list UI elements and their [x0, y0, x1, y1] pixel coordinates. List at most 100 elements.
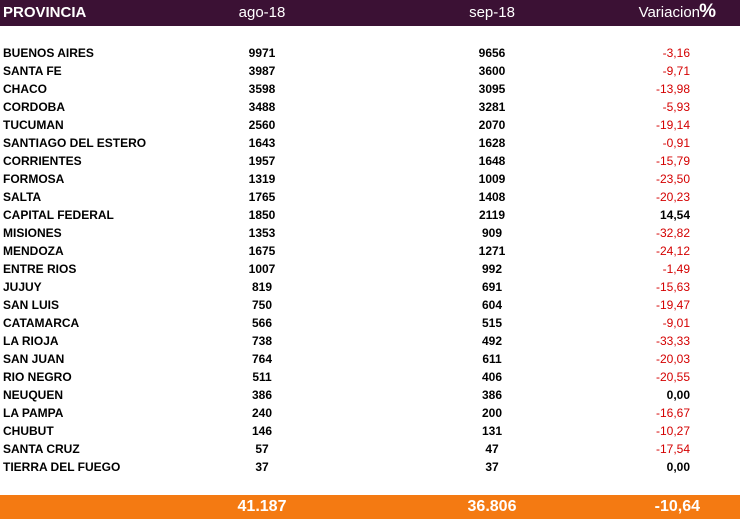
variacion-value: -19,47: [655, 298, 690, 312]
province-name: JUJUY: [3, 280, 42, 294]
sep-value: 2070: [478, 118, 506, 132]
header-sep: sep-18: [469, 4, 515, 21]
sep-value: 492: [481, 334, 503, 348]
ago-value: 566: [251, 316, 273, 330]
sep-value: 1408: [478, 190, 506, 204]
sep-value: 1648: [478, 154, 506, 168]
table-row: NEUQUEN 386 386 0,00: [0, 386, 740, 404]
table-row: SANTA CRUZ 57 47 -17,54: [0, 440, 740, 458]
ago-value: 1850: [248, 208, 276, 222]
variacion-value: -1,49: [662, 262, 690, 276]
sep-value: 3095: [478, 82, 506, 96]
province-name: LA PAMPA: [3, 406, 64, 420]
table-row: ENTRE RIOS 1007 992 -1,49: [0, 260, 740, 278]
table-row: CAPITAL FEDERAL 1850 2119 14,54: [0, 206, 740, 224]
variacion-value: -33,33: [655, 334, 690, 348]
ago-value: 1957: [248, 154, 276, 168]
table-row: SANTIAGO DEL ESTERO 1643 1628 -0,91: [0, 134, 740, 152]
ago-value: 1319: [248, 172, 276, 186]
table-row: LA RIOJA 738 492 -33,33: [0, 332, 740, 350]
province-name: SANTA FE: [3, 64, 62, 78]
ago-value: 37: [255, 460, 269, 474]
province-name: TIERRA DEL FUEGO: [3, 460, 121, 474]
variacion-value: -0,91: [662, 136, 690, 150]
province-name: CORRIENTES: [3, 154, 82, 168]
sep-value: 406: [481, 370, 503, 384]
table-row: SALTA 1765 1408 -20,23: [0, 188, 740, 206]
sep-value: 1271: [478, 244, 506, 258]
province-name: CHACO: [3, 82, 47, 96]
sep-value: 3281: [478, 100, 506, 114]
ago-value: 1675: [248, 244, 276, 258]
ago-value: 386: [251, 388, 273, 402]
sep-value: 9656: [478, 46, 506, 60]
sep-value: 37: [485, 460, 499, 474]
sep-value: 131: [481, 424, 503, 438]
variacion-value: -9,71: [662, 64, 690, 78]
table-row: JUJUY 819 691 -15,63: [0, 278, 740, 296]
header-provincia: PROVINCIA: [3, 4, 87, 21]
sep-value: 909: [481, 226, 503, 240]
province-name: SAN JUAN: [3, 352, 65, 366]
province-name: LA RIOJA: [3, 334, 59, 348]
province-name: TUCUMAN: [3, 118, 64, 132]
variacion-value: -3,16: [662, 46, 690, 60]
variacion-value: -9,01: [662, 316, 690, 330]
variacion-value: -20,03: [655, 352, 690, 366]
variacion-value: -23,50: [655, 172, 690, 186]
ago-value: 1007: [248, 262, 276, 276]
province-name: CHUBUT: [3, 424, 54, 438]
sep-value: 47: [485, 442, 499, 456]
ago-value: 146: [251, 424, 273, 438]
variacion-value: -20,23: [655, 190, 690, 204]
variacion-value: 14,54: [659, 208, 690, 222]
variacion-value: -32,82: [655, 226, 690, 240]
variacion-value: -15,63: [655, 280, 690, 294]
ago-value: 3488: [248, 100, 276, 114]
ago-value: 1765: [248, 190, 276, 204]
total-variacion: -10,64: [654, 498, 700, 515]
ago-value: 819: [251, 280, 273, 294]
province-name: MENDOZA: [3, 244, 64, 258]
sep-value: 2119: [478, 208, 506, 222]
variacion-value: -19,14: [655, 118, 690, 132]
table-row: TUCUMAN 2560 2070 -19,14: [0, 116, 740, 134]
table-row: CHACO 3598 3095 -13,98: [0, 80, 740, 98]
sep-value: 200: [481, 406, 503, 420]
header-ago: ago-18: [238, 4, 286, 21]
table-row: FORMOSA 1319 1009 -23,50: [0, 170, 740, 188]
header-percent: %: [699, 1, 716, 22]
ago-value: 3987: [248, 64, 276, 78]
ago-value: 1353: [248, 226, 276, 240]
total-sep: 36.806: [467, 498, 517, 515]
ago-value: 738: [251, 334, 273, 348]
table-body: BUENOS AIRES 9971 9656 -3,16 SANTA FE 3987 360…: [0, 44, 740, 476]
province-name: SANTA CRUZ: [3, 442, 80, 456]
sep-value: 992: [481, 262, 503, 276]
province-name: ENTRE RIOS: [3, 262, 77, 276]
ago-value: 2560: [248, 118, 276, 132]
table-row: SAN JUAN 764 611 -20,03: [0, 350, 740, 368]
table-row: CHUBUT 146 131 -10,27: [0, 422, 740, 440]
total-ago: 41.187: [237, 498, 287, 515]
sep-value: 3600: [478, 64, 506, 78]
sep-value: 515: [481, 316, 503, 330]
variacion-value: -24,12: [655, 244, 690, 258]
ago-value: 240: [251, 406, 273, 420]
province-name: BUENOS AIRES: [3, 46, 94, 60]
variacion-value: -10,27: [655, 424, 690, 438]
variacion-value: 0,00: [666, 460, 690, 474]
province-name: SALTA: [3, 190, 42, 204]
province-name: SAN LUIS: [3, 298, 60, 312]
ago-value: 764: [251, 352, 273, 366]
province-name: NEUQUEN: [3, 388, 64, 402]
sep-value: 1628: [478, 136, 506, 150]
table-row: SAN LUIS 750 604 -19,47: [0, 296, 740, 314]
table-row: CORDOBA 3488 3281 -5,93: [0, 98, 740, 116]
variacion-value: -20,55: [655, 370, 690, 384]
variacion-value: 0,00: [666, 388, 690, 402]
variacion-value: -13,98: [655, 82, 690, 96]
ago-value: 3598: [248, 82, 276, 96]
province-name: CAPITAL FEDERAL: [3, 208, 114, 222]
province-name: SANTIAGO DEL ESTERO: [3, 136, 147, 150]
